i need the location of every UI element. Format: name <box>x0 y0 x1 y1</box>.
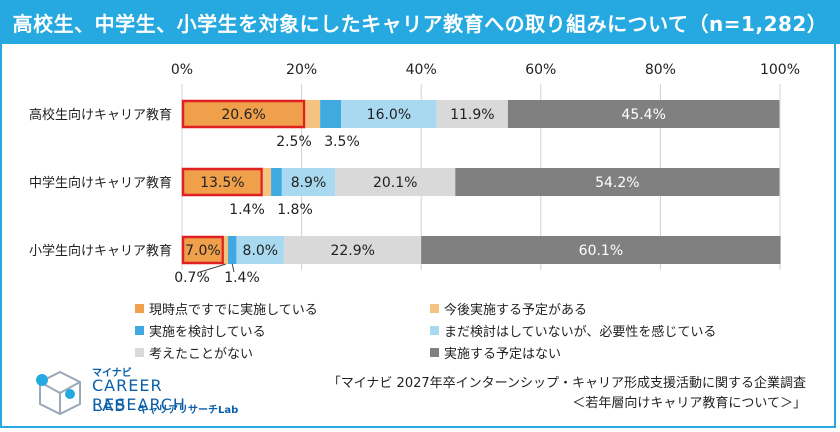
logo-brand: マイナビ <box>92 368 132 379</box>
legend-label: 実施を検討している <box>149 324 266 340</box>
source-note: 「マイナビ 2027年卒インターンシップ・キャリア形成支援活動に関する企業調査 … <box>328 374 806 414</box>
legend-item: 今後実施する予定がある <box>430 297 775 319</box>
highlight-box <box>181 167 263 197</box>
highlight-box <box>181 99 306 129</box>
bar-segment <box>341 100 437 128</box>
data-label: 54.2% <box>595 175 639 191</box>
x-tick-label: 100% <box>760 62 800 78</box>
data-label: 22.9% <box>330 243 374 259</box>
bar-segment <box>421 236 781 264</box>
data-label: 60.1% <box>579 243 623 259</box>
data-label: 2.5% <box>276 134 312 150</box>
legend-label: 今後実施する予定がある <box>444 302 588 318</box>
bar-segment <box>182 236 224 264</box>
legend-swatch <box>430 347 439 357</box>
bar-segment <box>262 168 272 196</box>
data-label: 1.4% <box>224 270 260 286</box>
source-line-2: ＜若年層向けキャリア教育について＞」 <box>572 396 806 411</box>
bar-segment <box>271 168 282 196</box>
legend-item: 考えたことがない <box>135 341 430 363</box>
legend-swatch <box>135 325 144 335</box>
legend-swatch <box>430 325 439 335</box>
legend-swatch <box>430 303 439 313</box>
data-label: 20.6% <box>221 107 265 123</box>
logo-lab: LAB <box>92 396 127 415</box>
data-label: 8.0% <box>243 243 279 259</box>
data-label: 20.1% <box>373 175 417 191</box>
legend-item: 現時点ですでに実施している <box>135 297 430 319</box>
data-label: 7.0% <box>185 243 221 259</box>
x-tick-label: 60% <box>525 62 556 78</box>
legend-label: 実施する予定はない <box>444 346 562 362</box>
bar-segment <box>305 100 321 128</box>
logo-title: CAREER RESEARCH <box>92 376 186 414</box>
data-label: 8.9% <box>291 175 327 191</box>
data-label: 45.4% <box>621 107 665 123</box>
bar-segment <box>223 236 229 264</box>
bar-segment <box>455 168 780 196</box>
category-label: 中学生向けキャリア教育 <box>29 175 172 191</box>
career-research-lab-logo: マイナビ CAREER RESEARCH LAB キャリアリサーチLab <box>30 364 250 424</box>
bar-segment <box>236 236 285 264</box>
legend-label: まだ検討はしていないが、必要性を感じている <box>444 324 717 340</box>
legend: 現時点ですでに実施している 今後実施する予定がある実施を検討している まだ検討はして… <box>135 297 775 363</box>
bar-segment <box>284 236 422 264</box>
highlight-box <box>181 235 225 265</box>
x-tick-label: 40% <box>406 62 437 78</box>
bar-segment <box>335 168 456 196</box>
bar-segment <box>436 100 508 128</box>
x-tick-label: 80% <box>645 62 676 78</box>
data-label: 16.0% <box>367 107 411 123</box>
legend-swatch <box>135 303 144 313</box>
category-label: 小学生向けキャリア教育 <box>29 243 172 259</box>
legend-item: 実施を検討している <box>135 319 430 341</box>
data-label: 11.9% <box>450 107 494 123</box>
bar-segment <box>182 100 306 128</box>
bar-segment <box>281 168 336 196</box>
bar-segment <box>182 168 263 196</box>
legend-swatch <box>135 347 144 357</box>
bar-segment <box>228 236 237 264</box>
x-tick-label: 0% <box>171 62 193 78</box>
source-line-1: 「マイナビ 2027年卒インターンシップ・キャリア形成支援活動に関する企業調査 <box>327 376 806 391</box>
legend-item: 実施する予定はない <box>430 341 775 363</box>
category-label: 高校生向けキャリア教育 <box>29 107 172 123</box>
leader-line <box>199 263 227 273</box>
bar-segment <box>507 100 780 128</box>
logo-subtitle: キャリアリサーチLab <box>138 405 239 416</box>
data-label: 13.5% <box>200 175 244 191</box>
legend-label: 考えたことがない <box>149 346 254 362</box>
legend-label: 現時点ですでに実施している <box>149 302 318 318</box>
legend-item: まだ検討はしていないが、必要性を感じている <box>430 319 775 341</box>
chart-title: 高校生、中学生、小学生を対象にしたキャリア教育への取り組みについて（n=1,28… <box>0 0 840 44</box>
x-tick-label: 20% <box>286 62 317 78</box>
data-label: 1.4% <box>229 202 265 218</box>
data-label: 3.5% <box>324 134 360 150</box>
leader-line <box>231 263 235 273</box>
data-label: 1.8% <box>277 202 313 218</box>
data-label: 0.7% <box>174 270 210 286</box>
bar-segment <box>320 100 342 128</box>
cube-logo-icon <box>36 370 81 416</box>
